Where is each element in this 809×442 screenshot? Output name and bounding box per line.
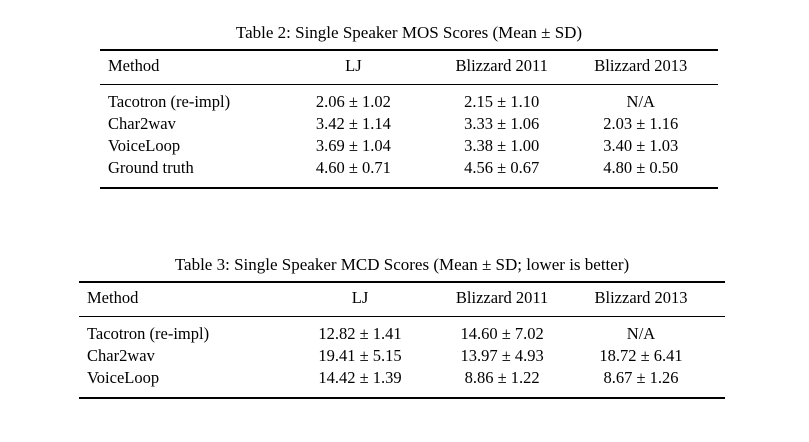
value-cell: 3.40 ± 1.03 [603, 136, 679, 155]
table3-column-header-blizzard-2011: Blizzard 2011 [447, 281, 558, 317]
value-cell: 3.33 ± 1.06 [464, 114, 540, 133]
table3-column-header-lj: LJ [272, 281, 448, 317]
table3-mcd-scores: Method LJ Blizzard 2011 Blizzard 2013 Ta… [79, 281, 725, 399]
value-cell: 2.15 ± 1.10 [464, 92, 540, 111]
table2-header-row: Method LJ Blizzard 2011 Blizzard 2013 [100, 49, 718, 85]
value-cell: 8.86 ± 1.22 [447, 367, 558, 399]
table2-mos-scores: Method LJ Blizzard 2011 Blizzard 2013 Ta… [100, 49, 718, 189]
table3-column-header-method: Method [79, 281, 273, 317]
value-cell: 8.67 ± 1.26 [557, 367, 725, 399]
table-row: Char2wav 19.41 ± 5.15 13.97 ± 4.93 18.72… [79, 345, 725, 367]
value-cell: 4.80 ± 0.50 [563, 157, 718, 189]
value-cell: 13.97 ± 4.93 [460, 346, 544, 365]
table-row: Ground truth 4.60 ± 0.71 4.56 ± 0.67 4.8… [100, 157, 718, 189]
value-cell: 3.38 ± 1.00 [464, 136, 540, 155]
table-row: VoiceLoop 3.69 ± 1.04 3.38 ± 1.00 3.40 ±… [100, 135, 718, 157]
table3-caption: Table 3: Single Speaker MCD Scores (Mean… [174, 255, 630, 274]
table2-column-header-blizzard-2013: Blizzard 2013 [563, 49, 718, 85]
table-row: Tacotron (re-impl) 12.82 ± 1.41 14.60 ± … [79, 317, 725, 346]
value-cell: N/A [626, 324, 656, 343]
value-cell: 14.60 ± 7.02 [460, 324, 544, 343]
table3-column-header-blizzard-2013: Blizzard 2013 [557, 281, 725, 317]
method-cell: Tacotron (re-impl) [108, 92, 231, 111]
method-cell: VoiceLoop [108, 136, 181, 155]
table2-section: Table 2: Single Speaker MOS Scores (Mean… [100, 23, 718, 189]
table-row: Tacotron (re-impl) 2.06 ± 1.02 2.15 ± 1.… [100, 85, 718, 114]
table3-header-row: Method LJ Blizzard 2011 Blizzard 2013 [79, 281, 725, 317]
method-cell: Ground truth [100, 157, 267, 189]
value-cell: 2.03 ± 1.16 [603, 114, 679, 133]
table2-column-header-blizzard-2011: Blizzard 2011 [439, 49, 564, 85]
method-cell: VoiceLoop [79, 367, 273, 399]
value-cell: 18.72 ± 6.41 [599, 346, 683, 365]
value-cell: 14.42 ± 1.39 [272, 367, 448, 399]
table2-column-header-method: Method [100, 49, 267, 85]
method-cell: Char2wav [87, 346, 155, 365]
table-row: VoiceLoop 14.42 ± 1.39 8.86 ± 1.22 8.67 … [79, 367, 725, 399]
table3-section: Table 3: Single Speaker MCD Scores (Mean… [79, 255, 725, 399]
value-cell: 2.06 ± 1.02 [315, 92, 391, 111]
value-cell: 3.69 ± 1.04 [315, 136, 391, 155]
method-cell: Tacotron (re-impl) [87, 324, 210, 343]
value-cell: 4.56 ± 0.67 [439, 157, 564, 189]
value-cell: 12.82 ± 1.41 [318, 324, 402, 343]
method-cell: Char2wav [108, 114, 176, 133]
table-row: Char2wav 3.42 ± 1.14 3.33 ± 1.06 2.03 ± … [100, 113, 718, 135]
value-cell: 3.42 ± 1.14 [315, 114, 391, 133]
table2-caption: Table 2: Single Speaker MOS Scores (Mean… [235, 23, 583, 42]
value-cell: N/A [626, 92, 655, 111]
value-cell: 19.41 ± 5.15 [318, 346, 402, 365]
value-cell: 4.60 ± 0.71 [266, 157, 440, 189]
table2-column-header-lj: LJ [266, 49, 440, 85]
